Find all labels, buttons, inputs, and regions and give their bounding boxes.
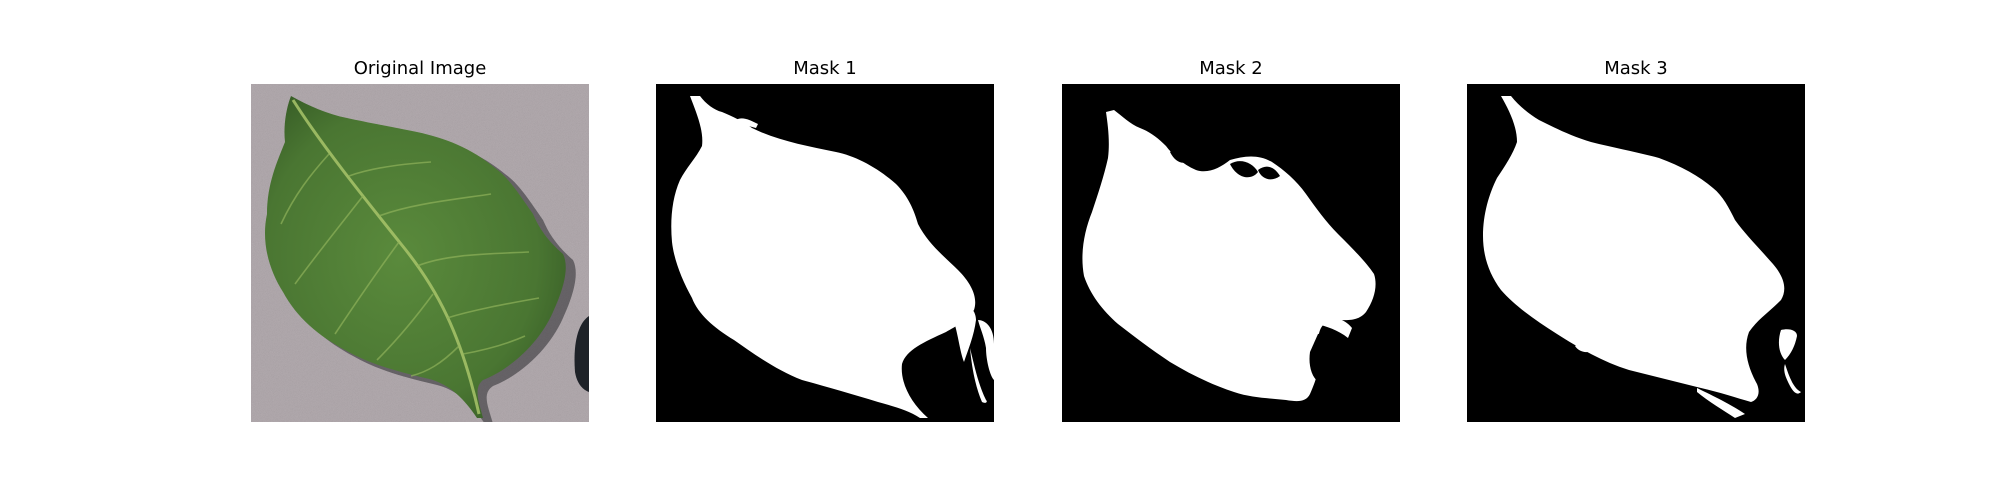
panel-title: Original Image <box>353 58 487 79</box>
mask-region <box>1778 329 1797 360</box>
panel-title: Mask 3 <box>1604 58 1668 79</box>
mask-notch <box>1309 333 1350 384</box>
mask-region <box>1784 364 1801 394</box>
mask-region <box>1082 110 1376 402</box>
panel-mask-1: Mask 1 <box>656 58 994 422</box>
mask-region <box>970 348 987 403</box>
mask-2-image <box>1062 84 1400 422</box>
panel-mask-3: Mask 3 <box>1467 58 1805 422</box>
leaf-lateral-veins <box>280 153 540 377</box>
leaf-blade <box>264 96 566 418</box>
mask-region <box>1697 388 1745 418</box>
original-image <box>251 84 589 422</box>
dark-object-shadow <box>574 316 589 392</box>
leaf-midrib <box>291 99 481 415</box>
mask-region <box>736 118 758 128</box>
panel-original-image: Original Image <box>251 58 589 422</box>
mask-notch <box>1230 161 1258 178</box>
mask-notch <box>1170 149 1192 163</box>
mask-region <box>978 320 994 380</box>
mask-region <box>1316 315 1352 338</box>
panel-title: Mask 1 <box>793 58 857 79</box>
mask-region <box>1609 348 1629 359</box>
panel-mask-2: Mask 2 <box>1062 58 1400 422</box>
mask-region <box>671 96 976 418</box>
panel-title: Mask 2 <box>1199 58 1263 79</box>
mask-3-image <box>1467 84 1805 422</box>
mask-region <box>954 303 976 362</box>
mask-notch <box>1258 166 1280 180</box>
mask-region <box>1575 343 1593 353</box>
mask-region <box>1483 96 1785 402</box>
mask-1-image <box>656 84 994 422</box>
